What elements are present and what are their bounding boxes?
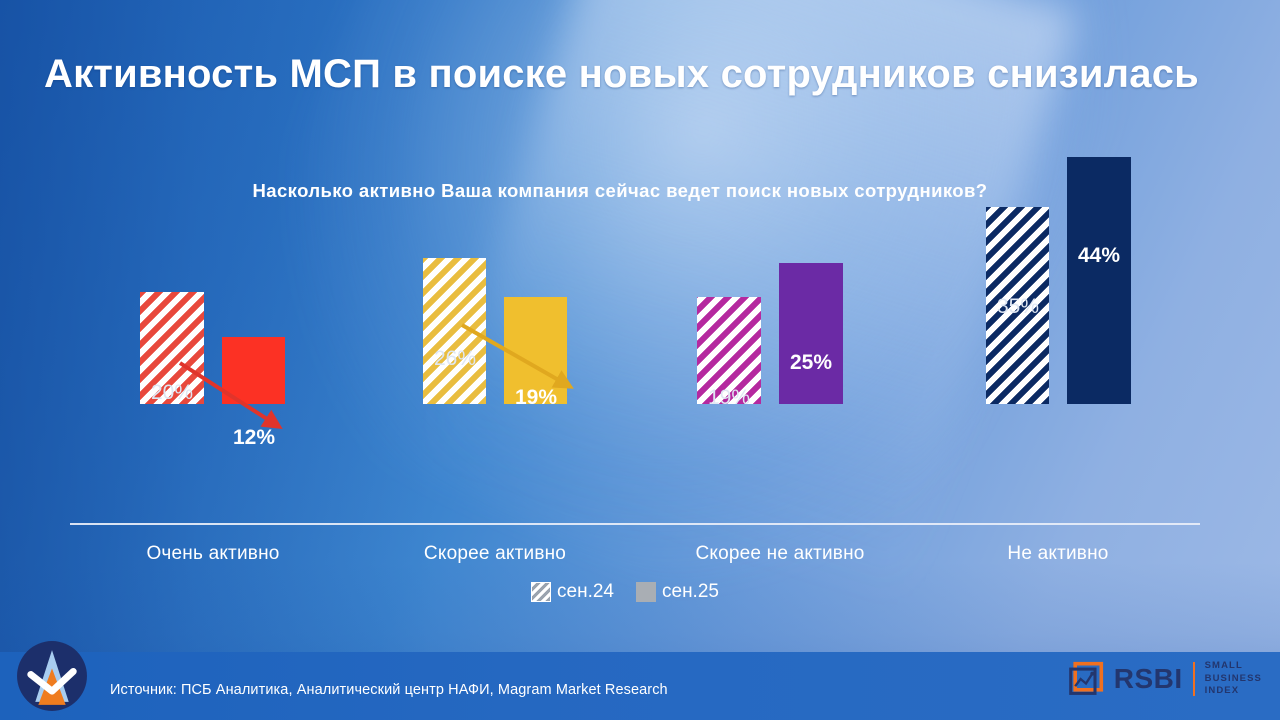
bar-sep24-very-active (140, 292, 204, 404)
rsbi-tagline-line2: BUSINESS (1204, 672, 1262, 684)
legend-swatch-solid-icon (636, 582, 656, 602)
chart-baseline-axis (70, 523, 1200, 525)
bar-sep25-rather-inactive (779, 263, 843, 404)
bar-sep24-rather-inactive (697, 297, 761, 404)
legend-item-sep25[interactable]: сен.25 (636, 581, 719, 603)
bar-label-sep25-inactive: 44% (1077, 244, 1121, 267)
bar-sep25-inactive (1067, 157, 1131, 404)
chart-legend: сен.24 сен.25 (0, 581, 1280, 603)
legend-label-sep24: сен.24 (557, 581, 614, 602)
category-label-inactive: Не активно (1007, 543, 1109, 564)
bar-group-inactive: 35% 44% Не активно (986, 157, 1131, 564)
bar-sep24-inactive (986, 207, 1049, 404)
rsbi-tagline: SMALL BUSINESS INDEX (1205, 660, 1262, 698)
chart-subtitle-question: Насколько активно Ваша компания сейчас в… (252, 180, 988, 201)
rsbi-chart-mark-icon (1068, 662, 1103, 696)
bar-label-sep24-rather-inactive: 19% (707, 386, 751, 409)
category-label-rather-active: Скорее активно (423, 543, 567, 564)
nafi-logo-icon (17, 641, 87, 711)
bar-label-sep25-rather-active: 19% (514, 386, 558, 409)
footer-bar (0, 652, 1280, 720)
rsbi-tagline-line3: INDEX (1204, 685, 1240, 697)
legend-swatch-hatched-icon (531, 582, 552, 602)
bar-label-sep24-inactive: 35% (996, 295, 1040, 318)
rsbi-tagline-line1: SMALL (1204, 660, 1243, 672)
bar-group-rather-inactive: 19% 25% Скорее не активно (695, 263, 865, 564)
rsbi-divider (1192, 662, 1195, 697)
category-label-very-active: Очень активно (146, 543, 280, 564)
source-note: Источник: ПСБ Аналитика, Аналитический ц… (110, 682, 668, 698)
page-title: Активность МСП в поиске новых сотруднико… (44, 52, 1199, 96)
rsbi-wordmark: RSBI (1113, 663, 1183, 695)
bar-label-sep25-very-active: 12% (232, 426, 276, 449)
legend-label-sep25: сен.25 (662, 581, 719, 602)
rsbi-logo: RSBI SMALL BUSINESS INDEX (1068, 660, 1262, 698)
bar-label-sep25-rather-inactive: 25% (789, 351, 833, 374)
legend-item-sep24[interactable]: сен.24 (531, 581, 614, 603)
category-label-rather-inactive: Скорее не активно (695, 543, 865, 564)
